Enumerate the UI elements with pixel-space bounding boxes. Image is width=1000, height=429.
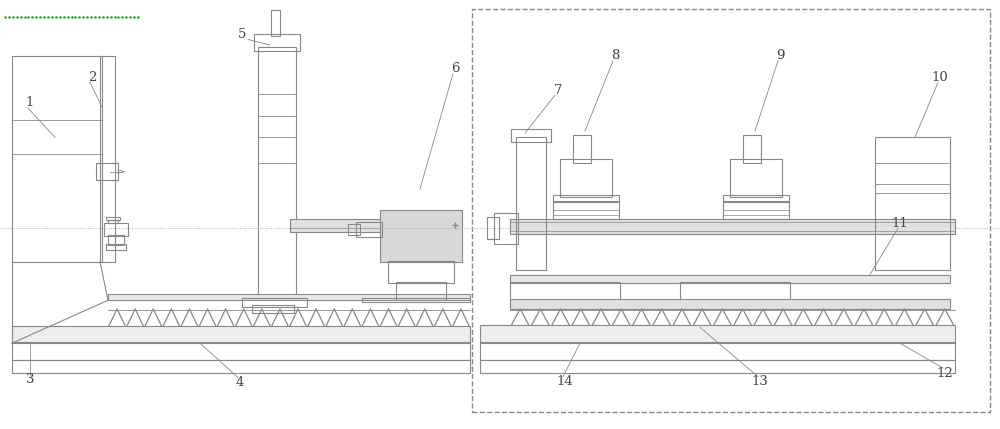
Bar — [362, 298, 470, 302]
Bar — [108, 294, 470, 300]
Bar — [510, 275, 950, 283]
Bar — [356, 222, 382, 237]
Bar — [348, 224, 360, 235]
Text: 3: 3 — [26, 373, 34, 386]
Bar — [12, 56, 102, 262]
Bar — [480, 325, 955, 343]
Bar — [254, 34, 300, 51]
Text: 1: 1 — [26, 97, 34, 109]
Text: 12: 12 — [937, 367, 953, 380]
Bar — [12, 326, 470, 343]
Bar — [104, 223, 128, 236]
Bar — [472, 9, 990, 412]
Bar — [100, 56, 115, 262]
Bar — [96, 163, 118, 180]
Text: 11: 11 — [892, 217, 908, 230]
Bar — [108, 220, 118, 223]
Bar — [730, 159, 782, 197]
Bar — [510, 282, 620, 300]
Text: 5: 5 — [238, 28, 246, 41]
Bar — [510, 219, 955, 234]
Bar — [396, 282, 446, 300]
Bar — [290, 219, 410, 232]
Text: 2: 2 — [88, 71, 96, 84]
Bar — [380, 210, 462, 262]
Bar — [511, 129, 551, 142]
Bar — [510, 299, 950, 309]
Bar — [12, 342, 470, 360]
Bar — [480, 342, 955, 360]
Bar — [553, 201, 619, 219]
Text: 6: 6 — [451, 62, 459, 75]
Bar — [723, 201, 789, 219]
Bar — [743, 135, 761, 163]
Text: 13: 13 — [752, 375, 768, 388]
Bar — [494, 213, 518, 244]
Bar — [242, 298, 307, 307]
Text: 14: 14 — [557, 375, 573, 388]
Text: 4: 4 — [236, 376, 244, 389]
Bar — [106, 244, 126, 250]
Bar — [12, 360, 470, 373]
Text: 8: 8 — [611, 49, 619, 62]
Bar — [573, 135, 591, 163]
Bar — [271, 10, 280, 36]
Bar — [108, 235, 124, 245]
Bar — [487, 217, 499, 239]
Bar — [388, 261, 454, 283]
Bar — [553, 195, 619, 202]
Bar — [560, 159, 612, 197]
Bar — [252, 305, 294, 313]
Text: 9: 9 — [776, 49, 784, 62]
Bar — [480, 360, 955, 373]
Bar — [258, 47, 296, 296]
Bar — [723, 195, 789, 202]
Text: 7: 7 — [554, 84, 562, 97]
Bar — [106, 217, 120, 220]
Bar — [680, 282, 790, 300]
Bar — [516, 137, 546, 270]
Text: 10: 10 — [932, 71, 948, 84]
Bar — [875, 137, 950, 270]
